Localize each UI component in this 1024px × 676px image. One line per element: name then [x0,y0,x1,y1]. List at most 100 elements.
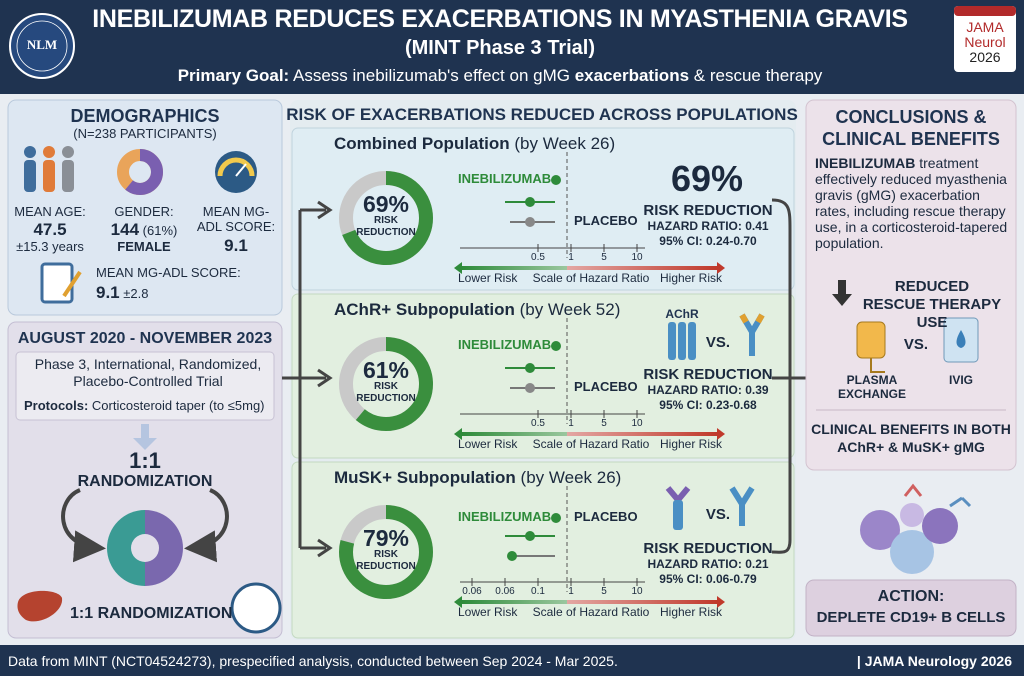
flow-arrow [184,488,229,563]
ivig-label: IVIG [948,373,974,387]
lower-arrow [454,262,462,274]
badge-text: JAMA Neurol 2026 [964,20,1005,65]
placebo-label: PLACEBO [574,509,638,524]
header-band [0,0,1024,94]
icon-part [922,508,958,544]
icon-part [339,152,725,608]
gauge-arc [217,157,255,177]
donut-value: 79% [362,525,410,551]
people-icon [24,146,36,192]
footer-source: Data from MINT (NCT04524273), prespecifi… [8,653,618,669]
population-title: AChR+ Subpopulation (by Week 52) [334,300,620,320]
hazard-ratio: HAZARD RATIO: 0.41 [647,219,769,233]
donut-text: RISK REDUCTION [356,215,416,238]
higher-arrow [717,262,725,274]
tick-label: 0.5 [531,418,545,429]
benefits: CLINICAL BENEFITS IN BOTH AChR+ & MuSK+ … [811,421,1011,455]
tick-label: 1 [568,586,574,597]
scale-label: Scale of Hazard Ratio [532,271,650,285]
musk-icon [665,486,691,530]
participants: (N=238 PARTICIPANTS) [73,126,217,141]
rr-label: RISK REDUCTION [643,202,773,219]
panel-bg [291,461,795,639]
lower-arrow [454,428,462,440]
lower-label: Lower Risk [458,605,518,619]
badge-line: JAMA [966,19,1004,35]
donut-arc [339,337,433,431]
icon-part [673,500,683,530]
icon-part [43,160,55,192]
nlm-logo [9,13,75,79]
action-text: DEPLETE CD19+ B CELLS [816,609,1006,626]
value-sd: ±15.3 years [16,239,84,254]
antibody-icon [729,486,755,526]
tick-label: 10 [631,418,643,429]
seal-icon [230,582,282,634]
hazard-ratio: HAZARD RATIO: 0.21 [647,557,769,571]
randomization: RANDOMIZATION [77,473,213,490]
tick-label: 1 [568,418,574,429]
goal-label: Primary Goal: [177,66,290,85]
legend-dot [551,175,561,185]
higher-bar [567,266,717,270]
donut-text: RISK REDUCTION [356,381,416,404]
pencil-icon [62,270,82,298]
point [525,531,535,541]
higher-bar [567,432,717,436]
rescue-title: REDUCED RESCUE THERAPY USE [862,278,1002,331]
vs-label: VS. [705,506,731,523]
value-sd: ±2.8 [123,286,149,301]
people-icon [43,146,55,192]
icon-part [24,160,36,192]
randomization-half [145,510,183,586]
scale-label: Scale of Hazard Ratio [532,605,650,619]
action-panel [805,579,1017,637]
hazard-ratio: HAZARD RATIO: 0.39 [647,383,769,397]
label: FEMALE [117,239,171,254]
lower-bar [462,266,567,270]
icon-part [43,146,55,158]
gauge-needle [235,163,247,177]
badge-line: Neurol [964,34,1006,50]
achr-icon [668,322,696,360]
down-arrow-head [133,438,157,450]
lower-bar [462,432,567,436]
goal-text: Assess inebilizumab's effect on gMG [293,66,570,85]
tick-label: 5 [601,418,607,429]
section-title: RISK OF EXACERBATIONS REDUCED ACROSS POP… [286,105,798,124]
tick-label: 0.06 [462,586,482,597]
population: Combined Population [334,134,510,153]
people-icon [62,146,74,192]
icon-part [903,483,923,497]
point [525,217,535,227]
tick-label: 5 [601,586,607,597]
donut-value: 61% [362,357,410,383]
trial-design: Phase 3, International, Randomized, Plac… [34,356,262,389]
confidence-interval: 95% CI: 0.23-0.68 [659,398,757,412]
population-title: Combined Population (by Week 26) [334,134,615,154]
gender-pct: (61%) [142,223,178,238]
goal-bold: exacerbations [574,66,690,85]
ivig-drop [956,330,966,348]
icon-part [24,146,36,158]
donut-arc [339,505,433,599]
lead: INEBILIZUMAB [815,155,916,171]
tick-label: 10 [631,586,643,597]
rr-label: RISK REDUCTION [643,366,773,383]
higher-arrow [717,596,725,608]
drug-label: INEBILIZUMAB [458,337,552,352]
legend-dot [551,513,561,523]
jama-badge-top [954,6,1016,16]
value: 144 [110,220,140,239]
body: treatment effectively reduced myasthenia… [815,155,1008,251]
trial-dates: AUGUST 2020 - NOVEMBER 2023 [17,330,273,347]
legend-dot [551,341,561,351]
label: MEAN AGE: [14,204,86,219]
subtitle: (MINT Phase 3 Trial) [404,37,596,59]
donut-arc [339,171,433,265]
lower-label: Lower Risk [458,437,518,451]
placebo-label: PLACEBO [574,213,638,228]
population-title: MuSK+ Subpopulation (by Week 26) [334,468,621,488]
